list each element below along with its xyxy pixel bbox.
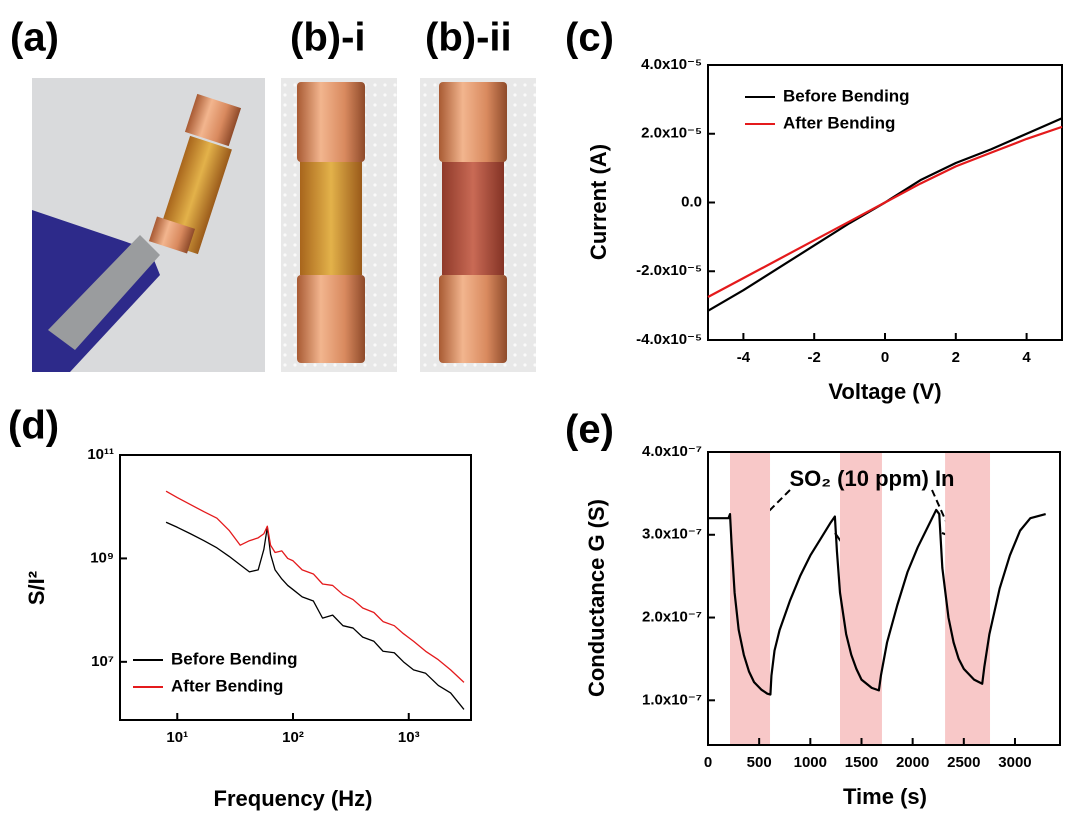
x-tick-label: -4 [737, 349, 751, 366]
data-line [708, 508, 1046, 696]
annotation: SO₂ (10 ppm) In [789, 466, 954, 491]
x-tick-label: 10³ [398, 729, 420, 746]
legend-label: After Bending [783, 113, 895, 132]
panel-label: (c) [565, 16, 614, 60]
y-tick-label: -2.0x10⁻⁵ [636, 262, 702, 279]
plot-frame [119, 454, 472, 721]
stimulus-span [730, 452, 771, 745]
photo-a [32, 78, 265, 372]
y-tick-label: 10¹¹ [87, 446, 114, 463]
x-axis-title: Frequency (Hz) [214, 786, 373, 811]
panel-label: (b)-ii [425, 16, 512, 60]
stimulus-span [840, 452, 882, 745]
x-tick-label: 0 [704, 754, 712, 771]
y-tick-label: 10⁷ [91, 653, 114, 670]
photo-b-ii [420, 78, 536, 372]
legend-label: Before Bending [783, 86, 910, 105]
y-axis-title: Conductance G (S) [584, 499, 609, 697]
data-line [707, 117, 1063, 312]
panel-label: (d) [8, 404, 59, 448]
x-tick-label: -2 [808, 349, 821, 366]
x-tick-label: 2000 [896, 754, 929, 771]
x-tick-label: 2 [952, 349, 960, 366]
data-line [165, 521, 465, 710]
y-tick-label: 10⁹ [90, 549, 114, 566]
panel-label: (e) [565, 408, 614, 452]
x-tick-label: 4 [1022, 349, 1031, 366]
data-line [707, 125, 1063, 299]
y-tick-label: 1.0x10⁻⁷ [642, 691, 702, 708]
x-tick-label: 2500 [947, 754, 980, 771]
panel-label: (a) [10, 16, 59, 60]
y-tick-label: 0.0 [681, 193, 702, 210]
x-axis-title: Time (s) [843, 784, 927, 809]
panel-label: (b)-i [290, 16, 366, 60]
y-tick-label: 3.0x10⁻⁷ [642, 526, 702, 543]
y-axis-title: S/I² [24, 571, 49, 605]
y-tick-label: 4.0x10⁻⁵ [641, 56, 702, 73]
plot-frame [707, 451, 1061, 746]
x-tick-label: 0 [881, 349, 889, 366]
y-tick-label: 2.0x10⁻⁵ [641, 125, 702, 142]
x-tick-label: 10¹ [166, 729, 188, 746]
x-tick-label: 1500 [845, 754, 878, 771]
y-tick-label: 2.0x10⁻⁷ [642, 609, 702, 626]
stimulus-span [945, 452, 991, 745]
x-tick-label: 10² [282, 729, 304, 746]
x-tick-label: 1000 [794, 754, 827, 771]
legend-label: Before Bending [171, 649, 298, 668]
legend-label: After Bending [171, 676, 283, 695]
x-axis-title: Voltage (V) [828, 379, 941, 404]
x-tick-label: 500 [747, 754, 772, 771]
x-tick-label: 3000 [998, 754, 1031, 771]
y-axis-title: Current (A) [586, 144, 611, 260]
y-tick-label: 4.0x10⁻⁷ [642, 443, 702, 460]
data-line [165, 490, 465, 683]
photo-b-i [281, 78, 397, 372]
y-tick-label: -4.0x10⁻⁵ [636, 331, 702, 348]
